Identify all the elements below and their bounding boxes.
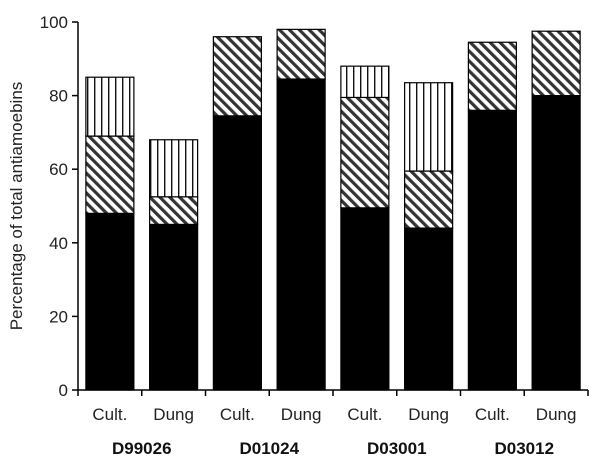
bar-segment-solid-black [149,223,199,391]
y-tick-label: 80 [49,87,68,106]
category-labels: Cult. Dung Cult. Dung Cult. Dung Cult. Dung [92,405,576,424]
bar-segment-solid-black [212,115,262,391]
category-label: Dung [408,405,449,424]
bar-segment-solid-black [276,78,326,391]
bar-segment-solid-black [467,109,517,391]
bar-segment-diagonal-hatch [531,30,581,97]
category-label: Cult. [92,405,127,424]
category-label: Dung [281,405,322,424]
bar-segment-vertical-lines [340,65,390,99]
bar-segment-solid-black [340,207,390,391]
bar-segment-diagonal-hatch [467,41,517,111]
bar-segment-diagonal-hatch [212,36,262,117]
bar-segment-diagonal-hatch [404,170,454,229]
bar-segment-diagonal-hatch [276,28,326,80]
group-label: D99026 [112,439,172,458]
group-label: D01024 [239,439,299,458]
y-tick-label: 0 [59,381,68,400]
category-label: Dung [153,405,194,424]
y-tick-label: 100 [40,13,68,32]
bar-segment-solid-black [404,227,454,391]
y-axis-label: Percentage of total antiamoebins [7,82,26,331]
group-labels: D99026 D01024 D03001 D03012 [112,439,554,458]
bars [85,28,581,391]
group-label: D03001 [367,439,427,458]
category-label: Cult. [220,405,255,424]
category-label: Cult. [347,405,382,424]
x-axis [77,389,589,396]
bar-segment-vertical-lines [149,139,199,198]
bar-segment-diagonal-hatch [85,135,135,214]
bar-segment-vertical-lines [85,76,135,137]
y-axis-ticks: 0 20 40 60 80 100 [40,13,79,400]
y-tick-label: 20 [49,307,68,326]
category-label: Cult. [475,405,510,424]
bar-segment-solid-black [85,212,135,391]
y-tick-label: 60 [49,160,68,179]
bar-segment-vertical-lines [404,82,454,172]
group-label: D03012 [494,439,554,458]
y-tick-label: 40 [49,234,68,253]
bar-segment-diagonal-hatch [149,196,199,226]
category-label: Dung [536,405,577,424]
bar-segment-solid-black [531,94,581,391]
bar-segment-diagonal-hatch [340,96,390,209]
